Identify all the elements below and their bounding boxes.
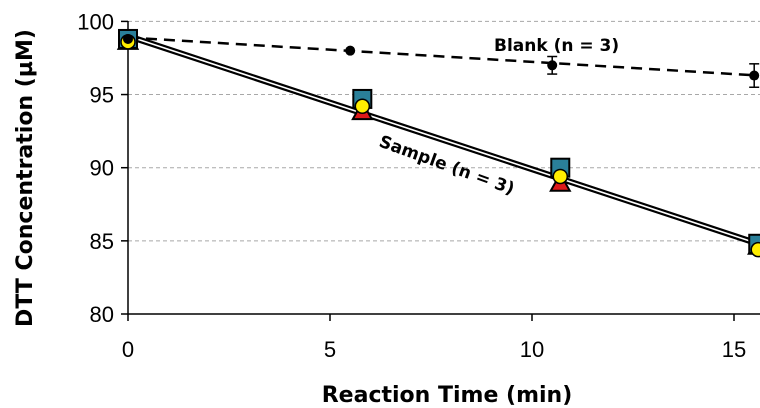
axes [121,20,760,321]
blank-point [123,33,133,44]
y-tick-label: 95 [90,83,114,108]
data-points [116,28,760,258]
y-tick-label: 80 [90,302,114,327]
circle-marker [552,168,569,185]
blank-point [547,60,558,71]
x-tick-label: 15 [722,337,746,362]
x-axis-title: Reaction Time (min) [322,383,573,408]
blank-fit [127,36,759,77]
blank-point [749,70,760,81]
circle-marker [354,98,371,115]
axis-labels: 80 85 90 95 100 0 5 10 15 [77,9,746,362]
y-tick-label: 90 [90,156,114,181]
y-tick-label: 85 [90,229,114,254]
sample-fit-gap [127,35,759,245]
blank-annotation: Blank (n = 3) [494,36,619,56]
y-tick-label: 100 [77,9,114,34]
gridlines [128,20,760,242]
circle-marker [750,241,760,258]
x-tick-label: 0 [122,337,134,362]
blank-point [345,45,356,56]
x-tick-label: 5 [324,337,336,362]
y-axis-title: DTT Concentration (µM) [13,29,38,327]
trend-lines [127,33,760,247]
x-tick-label: 10 [520,337,544,362]
